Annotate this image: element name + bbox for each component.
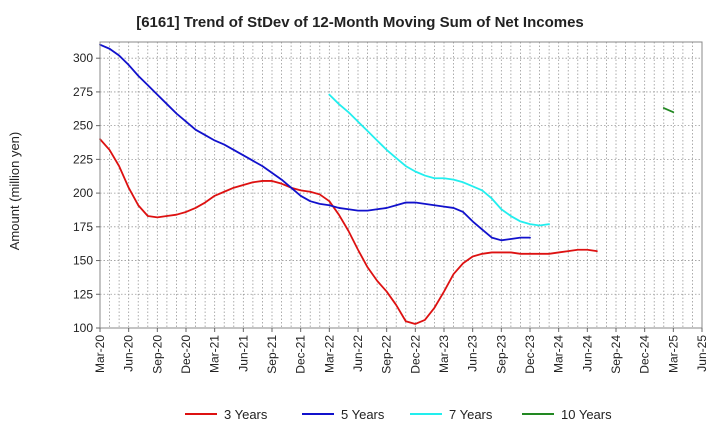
x-tick-label: Mar-21 xyxy=(208,335,222,373)
x-tick-label: Dec-23 xyxy=(523,335,537,374)
x-tick-label: Dec-21 xyxy=(294,335,308,374)
y-tick-label: 175 xyxy=(73,220,93,234)
x-tick-label: Mar-20 xyxy=(93,335,107,373)
x-tick-label: Jun-25 xyxy=(695,335,709,372)
x-tick-label: Sep-24 xyxy=(609,335,623,374)
y-tick-label: 125 xyxy=(73,287,93,301)
x-tick-label: Sep-23 xyxy=(494,335,508,374)
chart-title: [6161] Trend of StDev of 12-Month Moving… xyxy=(136,14,584,31)
x-tick-label: Mar-23 xyxy=(437,335,451,373)
y-tick-label: 100 xyxy=(73,321,93,335)
x-tick-label: Sep-21 xyxy=(265,335,279,374)
series-line-10-years xyxy=(662,107,675,114)
x-tick-label: Jun-24 xyxy=(580,335,594,372)
x-tick-label: Dec-24 xyxy=(638,335,652,374)
y-tick-label: 300 xyxy=(73,51,93,65)
legend-label: 3 Years xyxy=(224,407,268,422)
series-line-7-years xyxy=(328,93,551,227)
plot-frame xyxy=(99,41,703,329)
y-tick-label: 200 xyxy=(73,186,93,200)
x-tick-label: Sep-22 xyxy=(380,335,394,374)
x-axis-ticks: Mar-20 Jun-20 Sep-20 Dec-20 Mar-21 Jun-21 Sep-… xyxy=(93,328,709,374)
y-tick-label: 250 xyxy=(73,119,93,133)
x-tick-label: Mar-22 xyxy=(322,335,336,373)
legend-label: 7 Years xyxy=(449,407,493,422)
legend-label: 5 Years xyxy=(341,407,385,422)
series-line-5-years xyxy=(99,43,531,242)
y-axis-ticks: 100 125 150 175 200 225 250 275 300 xyxy=(73,51,100,335)
series-lines xyxy=(99,43,675,325)
plot-area xyxy=(100,42,702,328)
x-tick-label: Sep-20 xyxy=(150,335,164,374)
x-tick-label: Dec-20 xyxy=(179,335,193,374)
x-tick-label: Mar-24 xyxy=(552,335,566,373)
y-tick-label: 275 xyxy=(73,85,93,99)
x-tick-label: Jun-22 xyxy=(351,335,365,372)
x-tick-label: Jun-23 xyxy=(466,335,480,372)
legend-label: 10 Years xyxy=(561,407,612,422)
series-line-3-years xyxy=(99,138,598,325)
plot-background xyxy=(100,42,702,328)
x-tick-label: Dec-22 xyxy=(408,335,422,374)
legend: 3 Years 5 Years 7 Years 10 Years xyxy=(185,407,612,422)
x-tick-label: Jun-20 xyxy=(122,335,136,372)
y-tick-label: 225 xyxy=(73,152,93,166)
y-axis-label: Amount (million yen) xyxy=(7,132,22,251)
y-tick-label: 150 xyxy=(73,254,93,268)
axes xyxy=(99,41,703,329)
x-tick-label: Jun-21 xyxy=(236,335,250,372)
x-tick-label: Mar-25 xyxy=(666,335,680,373)
